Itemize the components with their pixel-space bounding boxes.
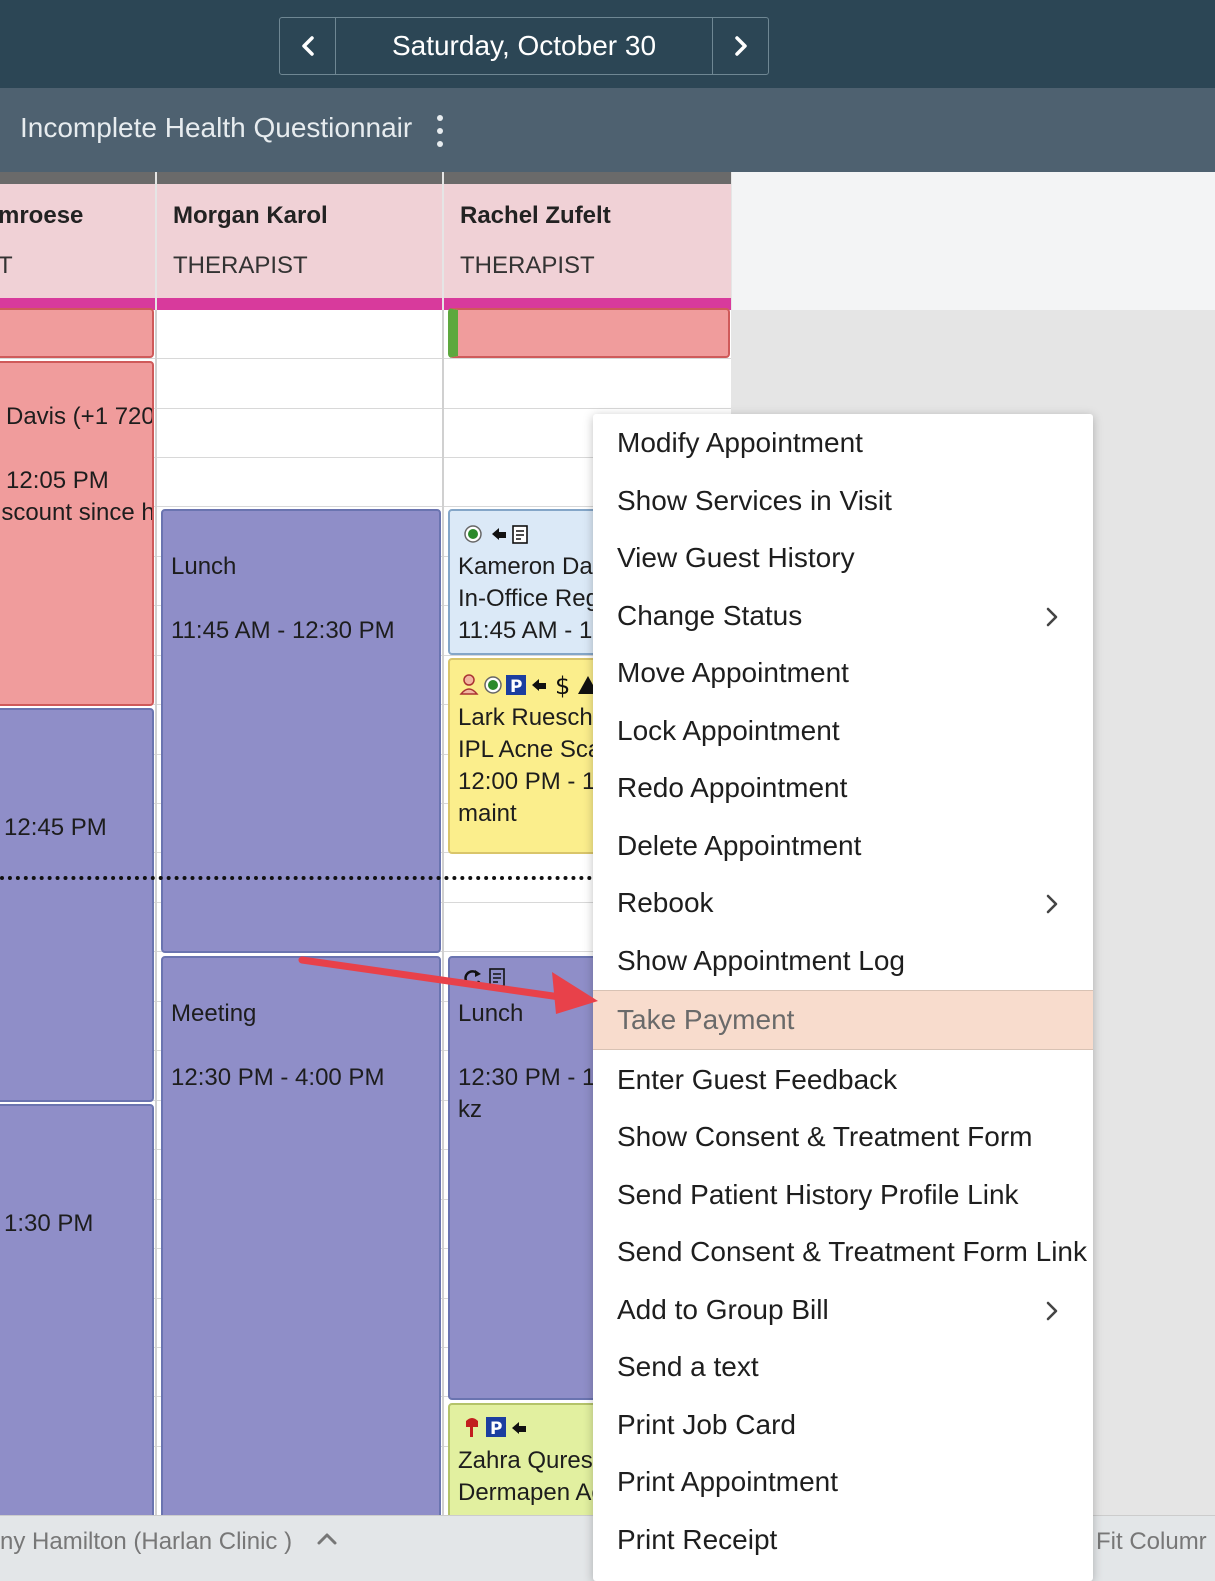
status-icons <box>464 525 528 544</box>
current-date[interactable]: Saturday, October 30 <box>391 30 657 61</box>
menu-item-send-consent-link[interactable]: Send Consent & Treatment Form Link <box>617 1236 1087 1267</box>
appointment-time: 12:05 PM <box>6 467 109 494</box>
appointment-title: Meeting <box>171 1000 257 1027</box>
top-header: Saturday, October 30 <box>0 0 1215 88</box>
fit-columns-button[interactable]: Fit Columr <box>1096 1528 1207 1555</box>
staff-name: mroese <box>0 202 84 229</box>
previous-day-button[interactable] <box>280 18 336 74</box>
chevron-right-icon <box>734 36 747 56</box>
appointment-service: In-Office Reg <box>458 585 599 612</box>
filter-bar: Incomplete Health Questionnair <box>0 88 1215 172</box>
header-filler <box>732 172 1215 310</box>
chevron-up-icon[interactable] <box>316 1532 338 1546</box>
filter-dropdown-label[interactable]: Incomplete Health Questionnair <box>20 112 413 143</box>
menu-item-rebook[interactable]: Rebook <box>593 874 1093 932</box>
appointment-service: IPL Acne Scar <box>458 736 608 763</box>
more-options-icon[interactable] <box>430 112 450 148</box>
appointment-client: Zahra Quresh <box>458 1447 607 1474</box>
staff-header: mroese T <box>0 172 155 310</box>
appointment-block[interactable]: P $ Lark Ruesch ( IPL Acne Scar 12:00 PM… <box>448 658 608 854</box>
appointment-client: Lark Ruesch ( <box>458 704 608 731</box>
appointment-title: Lunch <box>458 1000 524 1027</box>
staff-role: T <box>0 252 13 279</box>
appointment-block[interactable]: Davis (+1 720- 12:05 PM iscount since h <box>0 361 154 706</box>
menu-item-delete-appointment[interactable]: Delete Appointment <box>617 830 862 861</box>
appointment-context-menu: Modify Appointment Show Services in Visi… <box>593 414 1093 1581</box>
menu-item-print-job-card[interactable]: Print Job Card <box>617 1409 796 1440</box>
staff-role: THERAPIST <box>173 252 308 279</box>
menu-item-show-consent-form[interactable]: Show Consent & Treatment Form <box>617 1121 1033 1152</box>
appointment-title: Lunch <box>171 553 237 580</box>
appointment-time: 12:30 PM - 1: <box>458 1064 603 1091</box>
appointment-service: Dermapen Ac <box>458 1479 604 1506</box>
menu-item-send-history-link[interactable]: Send Patient History Profile Link <box>617 1179 1019 1210</box>
svg-text:$: $ <box>555 672 570 698</box>
staff-role: THERAPIST <box>460 252 595 279</box>
appointment-block[interactable]: 12:45 PM <box>0 708 154 1102</box>
menu-item-enter-guest-feedback[interactable]: Enter Guest Feedback <box>617 1064 898 1095</box>
staff-header: Rachel Zufelt THERAPIST <box>444 172 731 310</box>
appointment-time: 12:30 PM - 4:00 PM <box>171 1064 385 1091</box>
appointment-block[interactable]: Kameron Dar In-Office Reg 11:45 AM - 1 <box>448 509 608 655</box>
appointment-block[interactable]: Lunch 11:45 AM - 12:30 PM <box>161 509 441 953</box>
current-time-line <box>0 876 600 880</box>
appointment-block[interactable] <box>0 308 154 358</box>
date-navigator: Saturday, October 30 <box>279 17 769 75</box>
appointment-block[interactable]: P Zahra Quresh Dermapen Ac <box>448 1403 608 1523</box>
appointment-block[interactable]: 1:30 PM <box>0 1104 154 1524</box>
menu-item-view-guest-history[interactable]: View Guest History <box>617 542 855 573</box>
appointment-note: iscount since h <box>0 499 154 526</box>
menu-item-change-status[interactable]: Change Status <box>593 587 1093 645</box>
location-label[interactable]: ny Hamilton (Harlan Clinic ) <box>0 1528 293 1555</box>
staff-name: Rachel Zufelt <box>460 202 611 229</box>
appointment-note: kz <box>458 1096 482 1123</box>
appointment-block[interactable]: Lunch 12:30 PM - 1: kz <box>448 956 608 1400</box>
appointment-client: Davis (+1 720- <box>6 403 154 430</box>
staff-header: Morgan Karol THERAPIST <box>157 172 442 310</box>
menu-item-print-receipt[interactable]: Print Receipt <box>617 1524 778 1555</box>
chevron-right-icon <box>1046 607 1058 627</box>
status-icons: P $ <box>459 672 598 698</box>
appointment-block[interactable]: Meeting 12:30 PM - 4:00 PM <box>161 956 441 1526</box>
menu-item-modify-appointment[interactable]: Modify Appointment <box>617 427 863 458</box>
menu-item-show-appointment-log[interactable]: Show Appointment Log <box>617 945 905 976</box>
menu-item-show-services[interactable]: Show Services in Visit <box>617 485 892 516</box>
svg-text:P: P <box>490 1419 502 1439</box>
menu-item-redo-appointment[interactable]: Redo Appointment <box>617 772 848 803</box>
appointment-time: 11:45 AM - 1 <box>458 617 593 644</box>
chevron-right-icon <box>1046 894 1058 914</box>
status-icons: P <box>466 1417 526 1439</box>
menu-item-lock-appointment[interactable]: Lock Appointment <box>617 715 840 746</box>
menu-item-take-payment[interactable]: Take Payment <box>593 990 1093 1050</box>
chevron-left-icon <box>301 36 314 56</box>
menu-item-print-appointment[interactable]: Print Appointment <box>617 1466 839 1497</box>
appointment-note: maint <box>458 800 517 827</box>
appointment-time: 12:00 PM - 1: <box>458 768 603 795</box>
menu-item-move-appointment[interactable]: Move Appointment <box>617 657 849 688</box>
menu-item-add-to-group-bill[interactable]: Add to Group Bill <box>593 1281 1093 1339</box>
svg-text:P: P <box>510 677 522 697</box>
next-day-button[interactable] <box>712 18 768 74</box>
appointment-time: 11:45 AM - 12:30 PM <box>171 617 395 644</box>
appointment-time: 12:45 PM <box>4 814 107 841</box>
appointment-time: 1:30 PM <box>4 1210 94 1237</box>
staff-name: Morgan Karol <box>173 202 328 229</box>
chevron-right-icon <box>1046 1301 1058 1321</box>
menu-item-send-text[interactable]: Send a text <box>617 1351 759 1382</box>
appointment-block[interactable] <box>448 308 730 358</box>
status-icons <box>464 968 505 987</box>
appointment-client: Kameron Dar <box>458 553 601 580</box>
